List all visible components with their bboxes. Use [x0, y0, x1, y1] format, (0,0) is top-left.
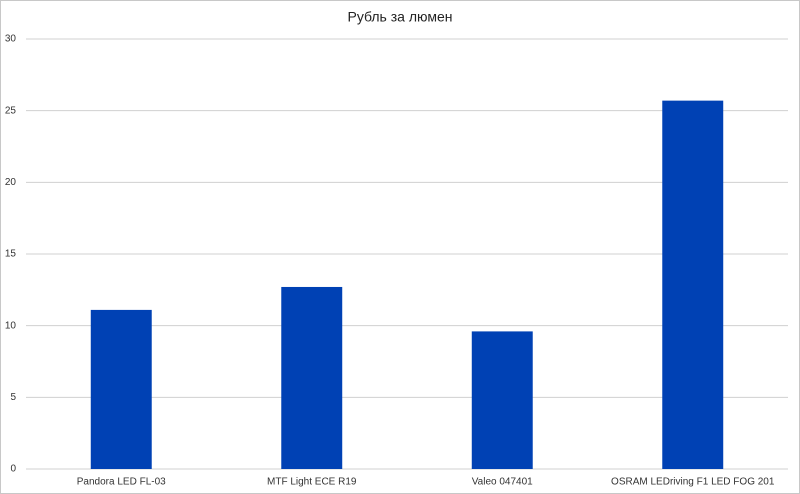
x-tick-label: Valeo 047401	[472, 477, 533, 488]
x-tick-label: MTF Light ECE R19	[267, 477, 357, 488]
y-tick-label: 5	[10, 392, 16, 403]
chart-title: Рубль за люмен	[348, 9, 453, 25]
y-tick-label: 15	[5, 249, 17, 260]
bar	[90, 309, 152, 469]
bar	[471, 331, 533, 469]
y-tick-label: 25	[5, 105, 17, 116]
bar	[662, 100, 724, 469]
y-tick-label: 30	[5, 34, 17, 45]
y-tick-label: 20	[5, 177, 17, 188]
x-tick-label: OSRAM LEDriving F1 LED FOG 201	[611, 477, 775, 488]
bar	[281, 286, 343, 469]
x-tick-label: Pandora LED FL-03	[77, 477, 166, 488]
y-tick-label: 10	[5, 320, 17, 331]
y-tick-label: 0	[10, 464, 16, 475]
